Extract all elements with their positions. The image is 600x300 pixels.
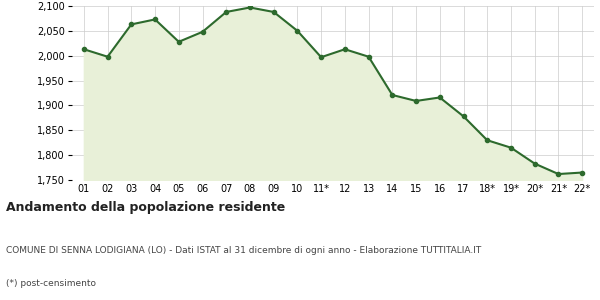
- Text: COMUNE DI SENNA LODIGIANA (LO) - Dati ISTAT al 31 dicembre di ogni anno - Elabor: COMUNE DI SENNA LODIGIANA (LO) - Dati IS…: [6, 246, 481, 255]
- Text: Andamento della popolazione residente: Andamento della popolazione residente: [6, 201, 285, 214]
- Text: (*) post-censimento: (*) post-censimento: [6, 279, 96, 288]
